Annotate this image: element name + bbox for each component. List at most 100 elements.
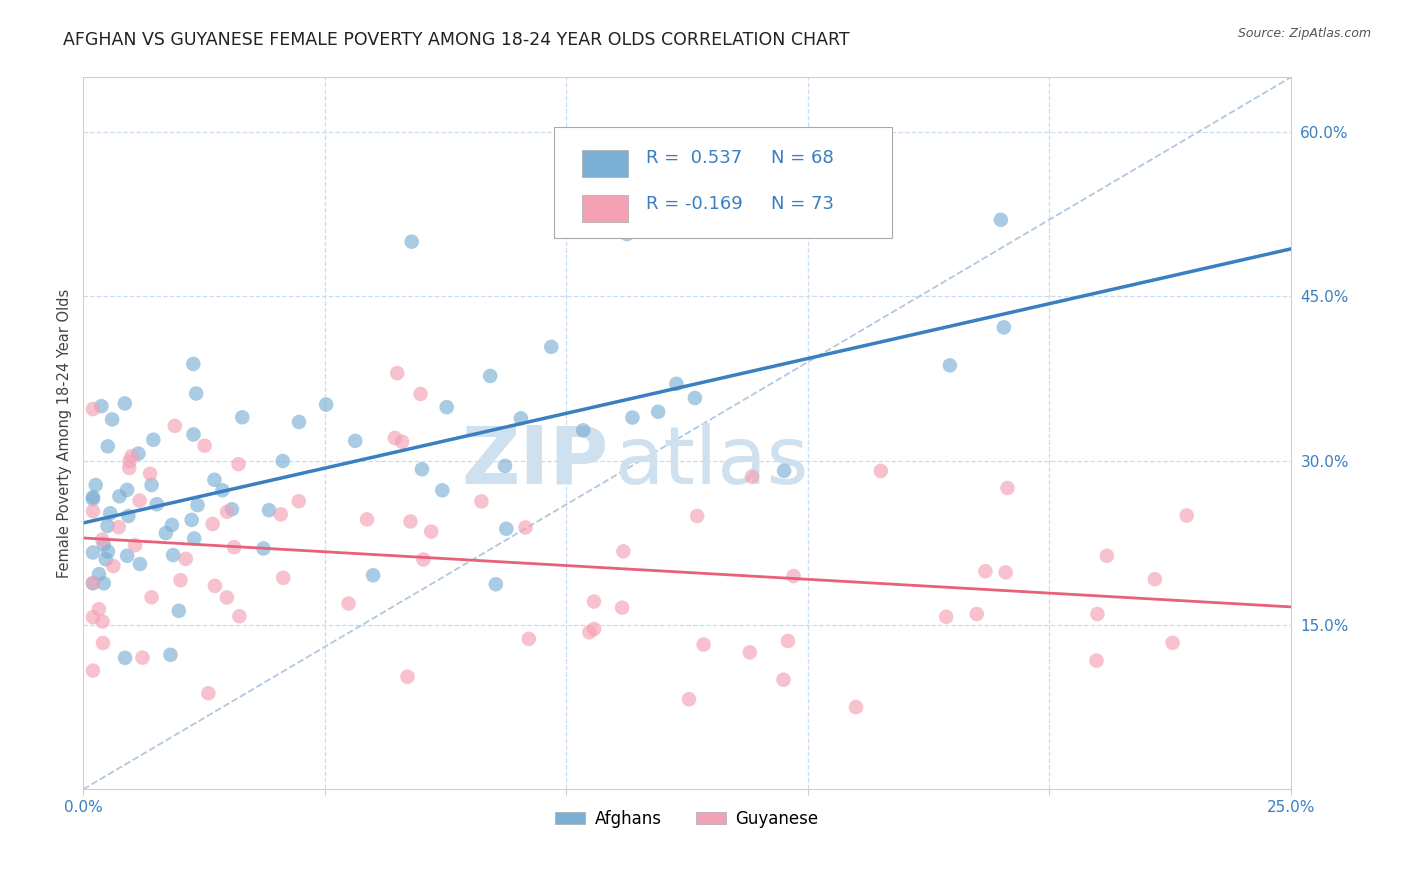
Point [127, 447, 149, 461]
Point [193, 439, 215, 453]
Point [91, 636, 114, 650]
Point [221, 502, 243, 516]
Point [966, 607, 988, 621]
Point [741, 469, 763, 483]
Text: Source: ZipAtlas.com: Source: ZipAtlas.com [1237, 27, 1371, 40]
Point [118, 454, 141, 468]
Point [107, 520, 129, 534]
Point [1143, 572, 1166, 586]
Point [115, 549, 138, 563]
Point [181, 357, 204, 371]
Point [612, 544, 634, 558]
Point [678, 692, 700, 706]
Point [180, 513, 202, 527]
Point [686, 508, 709, 523]
Point [738, 645, 761, 659]
Point [197, 686, 219, 700]
FancyBboxPatch shape [582, 150, 628, 178]
Point [82, 402, 104, 417]
Point [344, 434, 367, 448]
Point [610, 600, 633, 615]
Point [252, 541, 274, 556]
Point [288, 494, 311, 508]
Point [183, 427, 205, 442]
Text: atlas: atlas [614, 423, 808, 500]
Text: AFGHAN VS GUYANESE FEMALE POVERTY AMONG 18-24 YEAR OLDS CORRELATION CHART: AFGHAN VS GUYANESE FEMALE POVERTY AMONG … [63, 31, 849, 49]
Point [384, 431, 406, 445]
Point [412, 552, 434, 566]
Point [98, 506, 121, 520]
Point [432, 483, 454, 498]
Point [1087, 607, 1109, 621]
Point [583, 622, 606, 636]
Point [1095, 549, 1118, 563]
Point [131, 650, 153, 665]
Point [776, 634, 799, 648]
Point [515, 520, 537, 534]
Point [94, 552, 117, 566]
Point [91, 533, 114, 547]
Point [183, 532, 205, 546]
Point [974, 564, 997, 578]
Point [997, 481, 1019, 495]
Point [141, 591, 163, 605]
Point [385, 366, 408, 380]
Point [204, 579, 226, 593]
Point [517, 632, 540, 646]
Point [494, 458, 516, 473]
Point [485, 577, 508, 591]
Point [84, 478, 107, 492]
Point [665, 376, 688, 391]
Point [163, 418, 186, 433]
Point [647, 405, 669, 419]
Point [616, 227, 638, 241]
Point [224, 540, 246, 554]
Point [1175, 508, 1198, 523]
Point [82, 576, 104, 591]
Point [82, 504, 104, 518]
Point [101, 412, 124, 426]
Point [114, 650, 136, 665]
Point [128, 493, 150, 508]
Point [118, 461, 141, 475]
Point [124, 538, 146, 552]
Point [142, 433, 165, 447]
Point [396, 670, 419, 684]
Point [146, 497, 169, 511]
Point [82, 576, 104, 591]
Point [174, 551, 197, 566]
Point [97, 439, 120, 453]
Point [82, 664, 104, 678]
Legend: Afghans, Guyanese: Afghans, Guyanese [548, 803, 825, 834]
Point [270, 508, 292, 522]
Point [572, 423, 595, 437]
Point [228, 609, 250, 624]
Point [361, 568, 384, 582]
Point [409, 387, 432, 401]
Text: N = 68: N = 68 [772, 149, 834, 167]
Point [114, 396, 136, 410]
Point [271, 571, 294, 585]
Point [93, 537, 115, 551]
Point [869, 464, 891, 478]
Point [159, 648, 181, 662]
Point [96, 519, 118, 533]
Point [845, 700, 868, 714]
Point [228, 457, 250, 471]
Point [103, 559, 125, 574]
Point [356, 512, 378, 526]
Point [692, 638, 714, 652]
Point [215, 505, 238, 519]
Point [782, 569, 804, 583]
Point [288, 415, 311, 429]
Point [82, 545, 104, 559]
Point [257, 503, 280, 517]
Point [509, 411, 531, 425]
Point [115, 483, 138, 497]
Point [167, 604, 190, 618]
Point [93, 576, 115, 591]
Point [621, 410, 644, 425]
Point [1085, 654, 1108, 668]
Point [117, 508, 139, 523]
Text: R = -0.169: R = -0.169 [645, 194, 742, 212]
